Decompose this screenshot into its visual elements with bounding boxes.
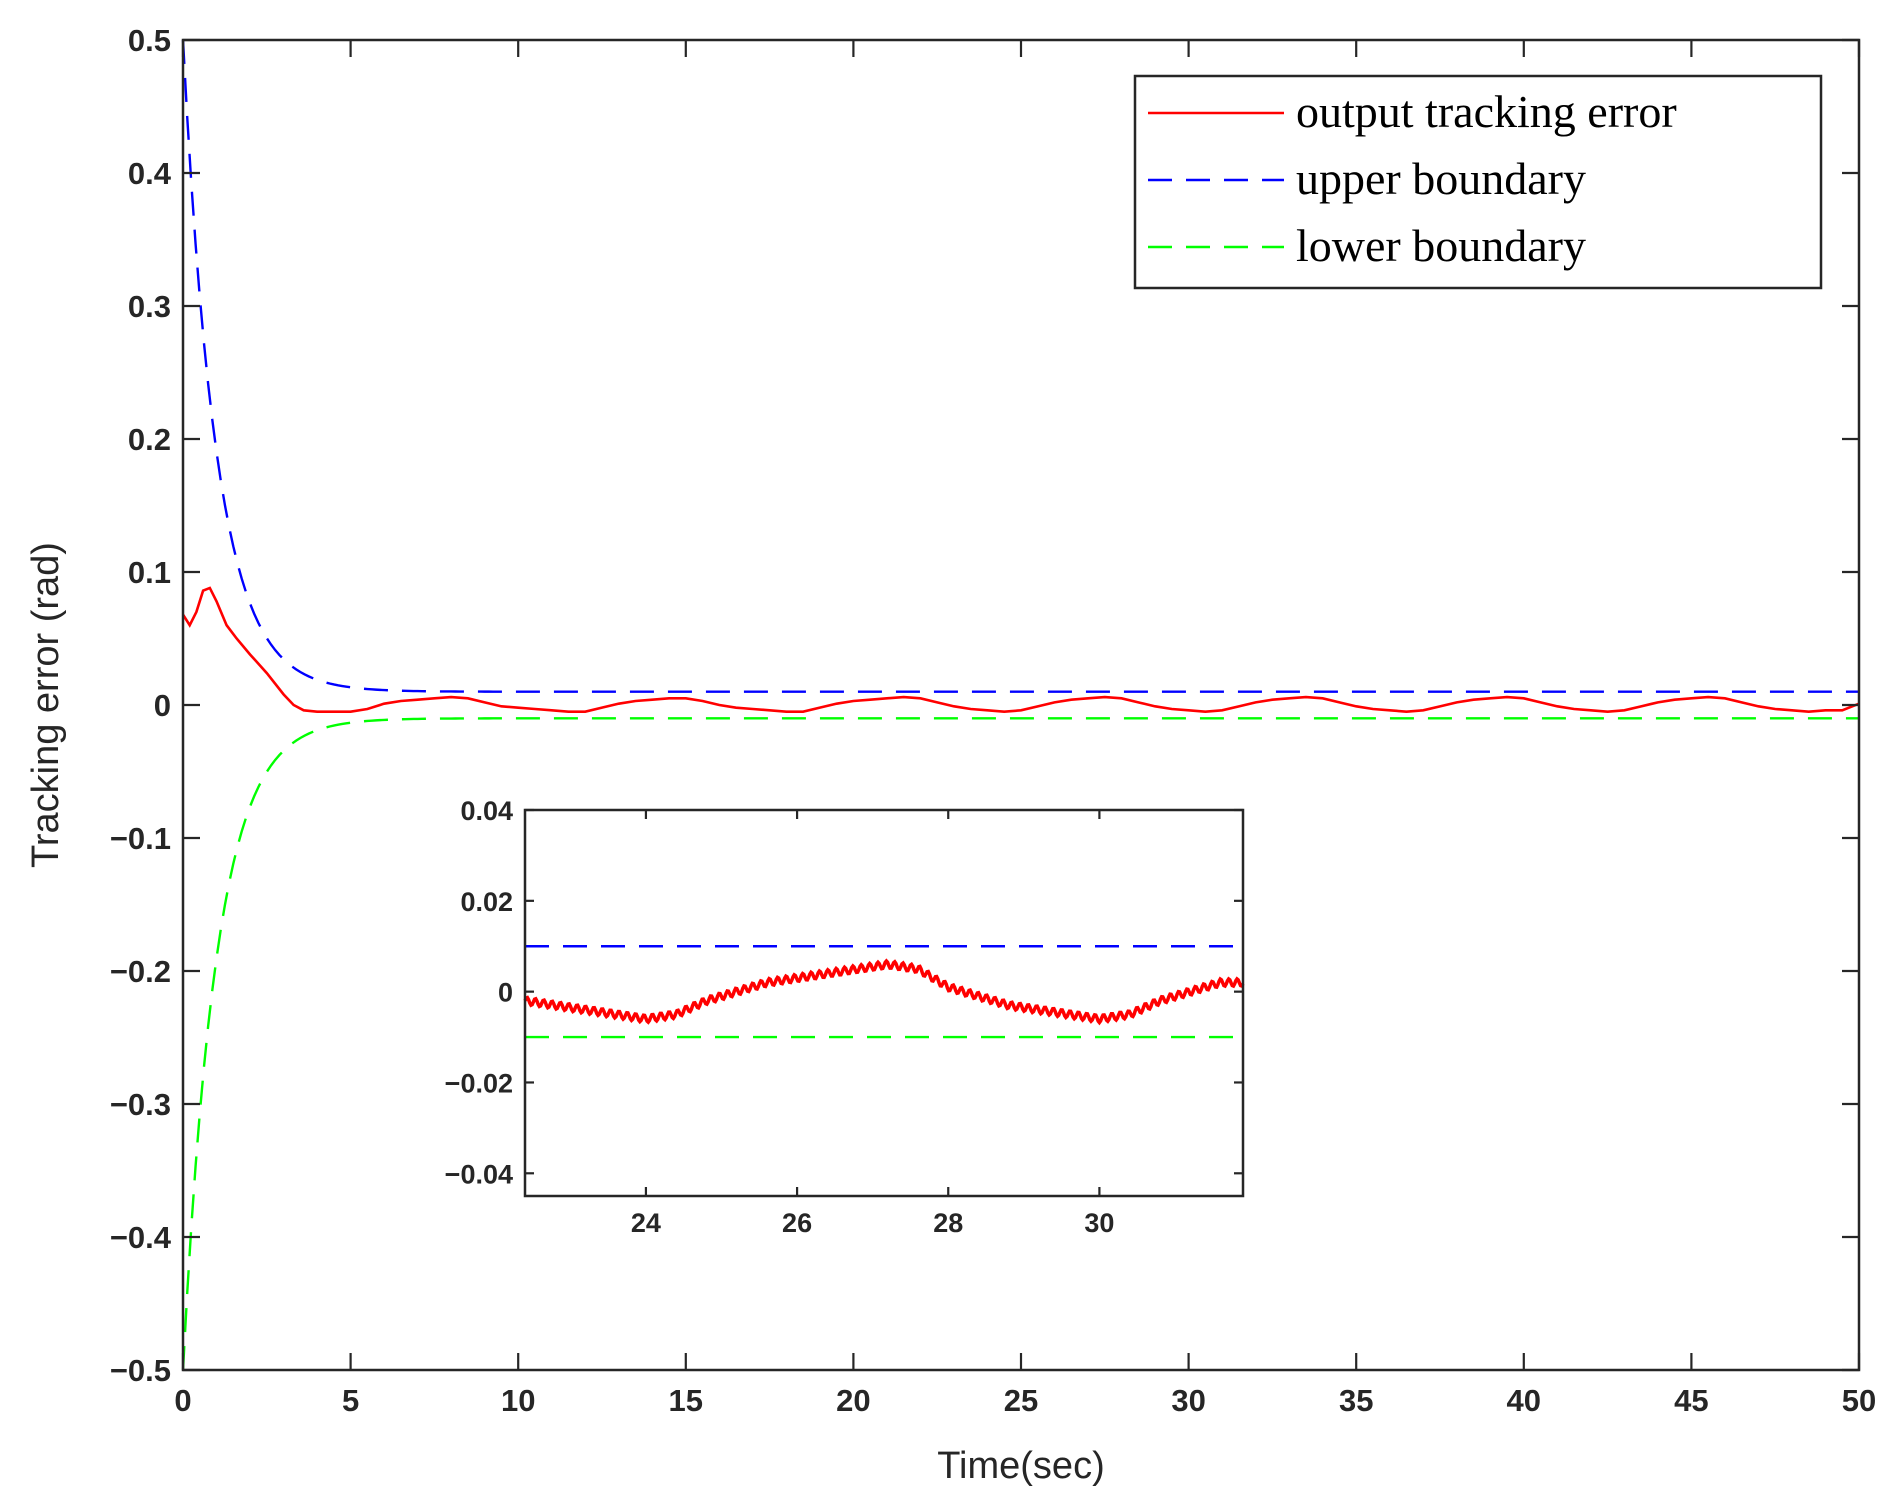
x-tick-label: 50 xyxy=(1842,1383,1876,1418)
main-plot: 0 5 10 15 20 25 30 35 40 45 50 0.5 0.4 0.3 0.2 0.1 0 −0.1… xyxy=(25,23,1876,1487)
inset-y-tick-label: −0.04 xyxy=(445,1159,513,1189)
series-line-lower-boundary xyxy=(181,717,1859,1371)
inset-y-tick-label: 0.04 xyxy=(460,796,513,826)
inset-x-tick-label: 24 xyxy=(631,1208,661,1238)
inset-y-tick-label: 0 xyxy=(498,978,513,1008)
legend-box xyxy=(1133,74,1823,290)
y-tick-label: 0.2 xyxy=(128,422,171,457)
inset-y-tick-label: −0.02 xyxy=(445,1068,513,1098)
main-series-layer xyxy=(181,39,1860,1371)
inset-x-tick-label: 28 xyxy=(933,1208,963,1238)
x-tick-label: 5 xyxy=(342,1383,359,1418)
inset-series-layer xyxy=(523,945,1245,1039)
x-tick-label: 10 xyxy=(501,1383,535,1418)
x-tick-label: 0 xyxy=(174,1383,191,1418)
main-tick-layer: 0 5 10 15 20 25 30 35 40 45 50 0.5 0.4 0.3 0.2 0.1 0 −0.1… xyxy=(110,23,1876,1418)
x-tick-label: 15 xyxy=(669,1383,703,1418)
legend-label-upper-boundary: upper boundary xyxy=(1296,153,1586,204)
x-tick-label: 25 xyxy=(1004,1383,1038,1418)
y-axis-label: Tracking error (rad) xyxy=(25,542,67,868)
inset-series-line-output-tracking-error xyxy=(523,958,1245,1026)
inset-plot: 24 26 28 30 0.04 0.02 0 −0.02 −0.04 xyxy=(445,796,1245,1238)
x-tick-label: 40 xyxy=(1507,1383,1541,1418)
y-tick-label: 0 xyxy=(154,688,171,723)
y-tick-label: 0.3 xyxy=(128,289,171,324)
y-tick-label: −0.1 xyxy=(110,821,171,856)
legend-label-output-tracking-error: output tracking error xyxy=(1296,86,1677,137)
inset-plot-frame xyxy=(523,808,1245,1198)
inset-background xyxy=(525,810,1243,1196)
y-tick-label: −0.2 xyxy=(110,954,171,989)
y-tick-label: −0.4 xyxy=(110,1220,172,1255)
legend: output tracking error upper boundary low… xyxy=(1133,74,1823,290)
x-tick-label: 45 xyxy=(1674,1383,1708,1418)
y-tick-label: −0.3 xyxy=(110,1087,171,1122)
legend-label-lower-boundary: lower boundary xyxy=(1296,220,1586,271)
y-tick-label: 0.4 xyxy=(128,156,172,191)
y-tick-label: 0.5 xyxy=(128,23,171,58)
x-tick-label: 30 xyxy=(1171,1383,1205,1418)
inset-x-tick-label: 30 xyxy=(1084,1208,1114,1238)
series-line-upper-boundary xyxy=(181,39,1859,693)
y-tick-label: 0.1 xyxy=(128,555,171,590)
inset-y-tick-label: 0.02 xyxy=(460,887,513,917)
x-axis-label: Time(sec) xyxy=(937,1445,1104,1487)
inset-x-tick-label: 26 xyxy=(782,1208,812,1238)
x-tick-label: 20 xyxy=(836,1383,870,1418)
y-tick-label: −0.5 xyxy=(110,1353,171,1388)
x-tick-label: 35 xyxy=(1339,1383,1373,1418)
series-line-output-tracking-error xyxy=(181,586,1860,713)
inset-tick-layer: 24 26 28 30 0.04 0.02 0 −0.02 −0.04 xyxy=(445,796,1243,1238)
